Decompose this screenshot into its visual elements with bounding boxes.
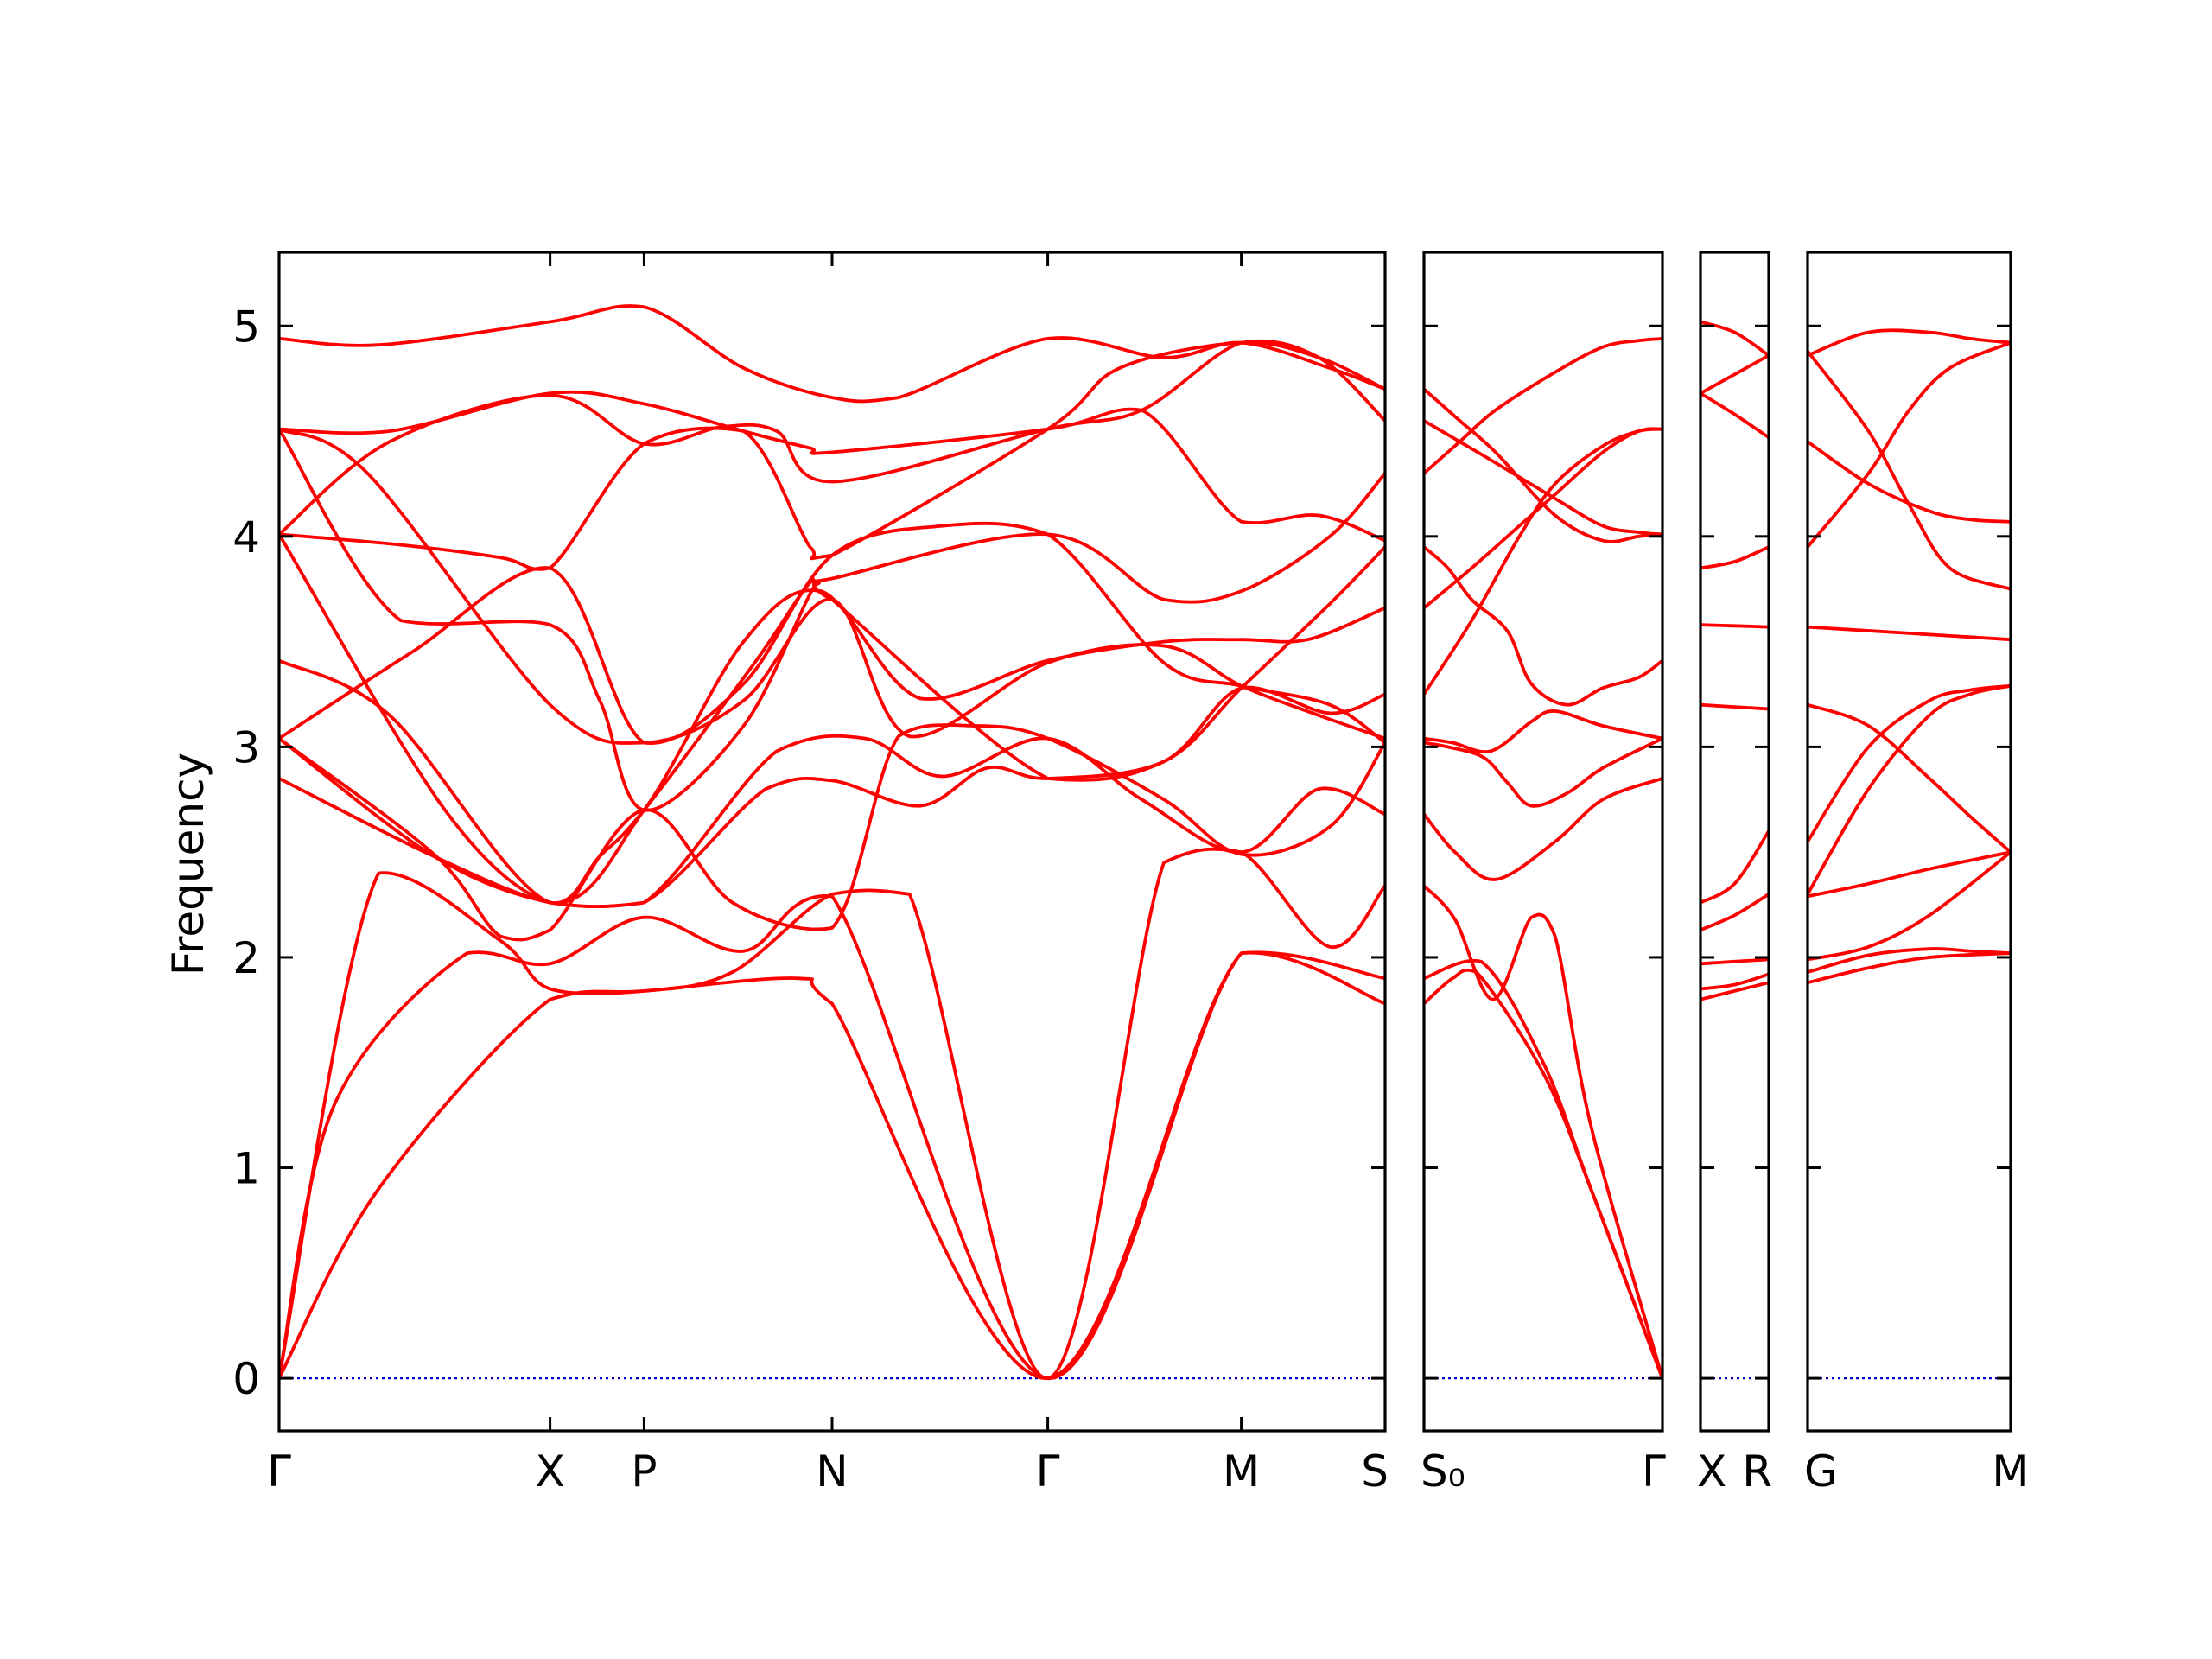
band-line [279, 471, 1385, 905]
band-line [1808, 349, 2011, 591]
band-line [1700, 391, 1769, 440]
band-line [1700, 623, 1769, 629]
band-line [279, 304, 1385, 404]
x-tick-label: G [1804, 1446, 1838, 1497]
band-line [1424, 958, 1662, 1380]
y-tick-label: 5 [232, 302, 260, 352]
bands [279, 304, 1385, 1381]
x-tick-label: S [1361, 1446, 1389, 1497]
band-line [1424, 777, 1662, 881]
band-line [1700, 981, 1769, 1001]
axes-frame [1422, 251, 1664, 1433]
axes-frame [1806, 251, 2012, 1433]
y-tick-label: 2 [232, 933, 260, 983]
band-line [1700, 829, 1769, 905]
band-line [279, 427, 1385, 812]
x-tick-label: M [1223, 1446, 1260, 1497]
y-tick-label: 3 [232, 722, 260, 772]
band-line [1808, 951, 2011, 985]
x-tick-label: Γ [1642, 1446, 1666, 1497]
y-tick-label: 4 [232, 512, 260, 563]
x-tick-label: Γ [267, 1446, 291, 1497]
panel-1: Γ X P N Γ M S 0 1 2 3 4 5 [232, 251, 1389, 1497]
band-line [1700, 320, 1769, 358]
axes-frame [1699, 251, 1770, 1433]
bands [1700, 320, 1769, 1001]
bands [1424, 337, 1662, 1380]
band-line [1424, 387, 1662, 543]
band-line [279, 685, 1385, 908]
band-line [279, 734, 1385, 908]
band-line [1700, 972, 1769, 991]
band-line [1700, 545, 1769, 570]
x-tick-label: N [816, 1446, 848, 1497]
band-line [279, 722, 1385, 942]
band-line [1808, 328, 2011, 358]
x-tick-label: M [1992, 1446, 2029, 1497]
band-line [1424, 427, 1662, 610]
band-line [279, 894, 1385, 1381]
band-line [1700, 353, 1769, 396]
band-line [279, 847, 1385, 1381]
band-line [1808, 702, 2011, 855]
band-line [1700, 702, 1769, 711]
band-line [1808, 340, 2011, 549]
y-axis-label: Frequency [163, 753, 213, 976]
band-line [1808, 683, 2011, 896]
panel-2: S₀ Γ [1421, 251, 1666, 1497]
y-tick-label: 1 [232, 1144, 260, 1194]
band-line [1700, 957, 1769, 966]
band-line [1808, 440, 2011, 524]
band-line [1808, 683, 2011, 843]
band-line [1808, 850, 2011, 899]
x-tick-label: Γ [1036, 1446, 1060, 1497]
band-line [1424, 884, 1662, 1380]
bands [1808, 328, 2011, 985]
axes-frame [277, 251, 1387, 1433]
x-tick-label: S₀ [1421, 1446, 1465, 1497]
y-tick-label: 0 [232, 1354, 260, 1404]
x-tick-label: X [535, 1446, 564, 1497]
band-line [279, 427, 1385, 745]
x-tick-label: P [631, 1446, 657, 1497]
x-tick-label: R [1742, 1446, 1772, 1497]
band-line [1808, 850, 2011, 962]
band-line [1700, 893, 1769, 932]
band-line [1424, 545, 1662, 707]
band-line [1424, 709, 1662, 754]
band-line [1808, 625, 2011, 642]
band-line [1424, 736, 1662, 808]
band-line [1424, 419, 1662, 537]
band-line [1808, 947, 2011, 974]
x-tick-label: X [1697, 1446, 1726, 1497]
